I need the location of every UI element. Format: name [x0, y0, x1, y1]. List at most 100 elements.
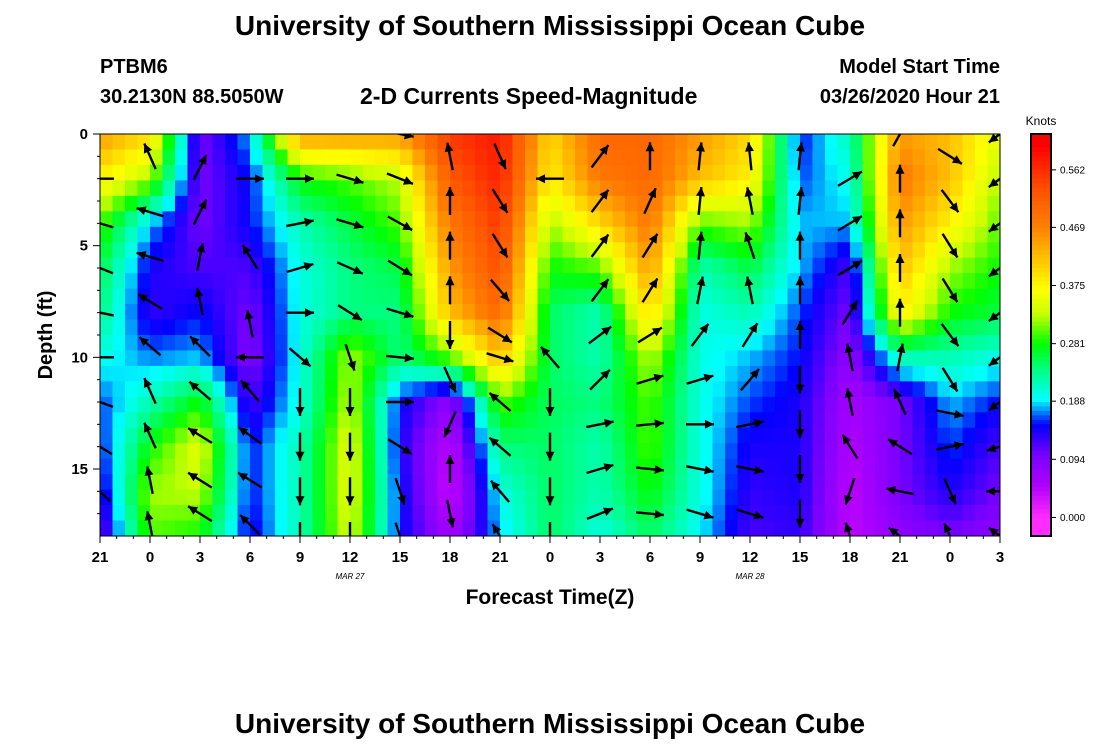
heat-cell	[512, 319, 526, 336]
heat-cell	[250, 427, 264, 444]
heat-cell	[975, 319, 989, 336]
heat-cell	[687, 304, 701, 321]
heat-cell	[212, 211, 226, 228]
heat-cell	[462, 365, 476, 382]
heat-cell	[587, 427, 601, 444]
heat-cell	[312, 164, 326, 181]
heat-cell	[837, 149, 851, 166]
heat-cell	[375, 164, 389, 181]
heat-cell	[387, 242, 401, 259]
heat-cell	[675, 505, 689, 522]
heat-cell	[837, 195, 851, 212]
heat-cell	[650, 195, 664, 212]
heat-cell	[487, 164, 501, 181]
heat-cell	[537, 458, 551, 475]
arrow-head	[744, 276, 754, 287]
heat-cell	[350, 427, 364, 444]
heat-cell	[712, 412, 726, 429]
colorbar-swatch	[1031, 335, 1051, 341]
heat-cell	[712, 365, 726, 382]
heat-cell	[325, 427, 339, 444]
heat-cell	[737, 195, 751, 212]
heat-cell	[925, 180, 939, 197]
heat-cell	[787, 474, 801, 491]
heat-cell	[950, 427, 964, 444]
heat-cell	[162, 288, 176, 305]
heat-cell	[512, 242, 526, 259]
heat-cell	[925, 319, 939, 336]
heat-cell	[625, 505, 639, 522]
heat-cell	[700, 335, 714, 352]
colorbar-swatch	[1031, 227, 1051, 233]
heat-cell	[412, 474, 426, 491]
heat-cell	[987, 520, 1000, 536]
heat-cell	[150, 412, 164, 429]
heat-cell	[137, 273, 151, 290]
heat-cell	[337, 195, 351, 212]
heat-cell	[912, 273, 926, 290]
heat-cell	[237, 180, 251, 197]
heat-cell	[912, 164, 926, 181]
heat-cell	[412, 412, 426, 429]
heat-cell	[925, 365, 939, 382]
heat-cell	[675, 195, 689, 212]
heat-cell	[837, 134, 851, 151]
current-arrow	[192, 154, 208, 181]
heat-cell	[975, 365, 989, 382]
heat-cell	[512, 195, 526, 212]
heat-cell	[100, 520, 114, 536]
heat-cell	[887, 520, 901, 536]
heat-cell	[625, 365, 639, 382]
heat-cell	[525, 211, 539, 228]
heat-cell	[575, 134, 589, 151]
heat-cell	[862, 365, 876, 382]
heat-cell	[937, 304, 951, 321]
heat-cell	[637, 134, 651, 151]
heat-cell	[375, 396, 389, 413]
current-arrow	[196, 242, 206, 271]
heat-cell	[162, 443, 176, 460]
heat-cell	[200, 505, 214, 522]
heat-cell	[450, 304, 464, 321]
heat-cell	[337, 288, 351, 305]
heat-cell	[512, 226, 526, 243]
heat-cell	[100, 164, 114, 181]
heat-cell	[487, 412, 501, 429]
model-start-value: 03/26/2020 Hour 21	[819, 86, 1000, 108]
heat-cell	[337, 458, 351, 475]
colorbar-swatch	[1031, 531, 1051, 537]
heat-cell	[700, 489, 714, 506]
heat-cell	[900, 319, 914, 336]
heat-cell	[250, 149, 264, 166]
current-arrow	[137, 293, 163, 310]
current-arrow	[100, 311, 114, 317]
current-arrow	[937, 147, 963, 165]
heat-cell	[712, 149, 726, 166]
heat-cell	[587, 134, 601, 151]
heat-cell	[662, 304, 676, 321]
heat-cell	[875, 350, 889, 367]
arrow-head	[951, 155, 962, 164]
heat-cell	[837, 350, 851, 367]
heat-cell	[500, 164, 514, 181]
current-arrow	[641, 277, 659, 303]
heat-cell	[112, 149, 126, 166]
heat-cell	[850, 273, 864, 290]
heat-cell	[912, 242, 926, 259]
heat-cell	[862, 458, 876, 475]
arrow-head	[238, 472, 249, 482]
colorbar-swatch	[1031, 375, 1051, 381]
current-arrow	[236, 174, 264, 184]
heat-cell	[962, 443, 976, 460]
colorbar-swatch	[1031, 236, 1051, 242]
heat-cell	[387, 319, 401, 336]
heat-cell	[337, 365, 351, 382]
heat-cell	[562, 134, 576, 151]
heat-cell	[962, 365, 976, 382]
heat-cell	[325, 443, 339, 460]
heat-cell	[762, 412, 776, 429]
heat-cell	[412, 273, 426, 290]
current-arrow	[187, 505, 213, 523]
colorbar-swatch	[1031, 268, 1051, 274]
arrow-head	[489, 392, 500, 403]
